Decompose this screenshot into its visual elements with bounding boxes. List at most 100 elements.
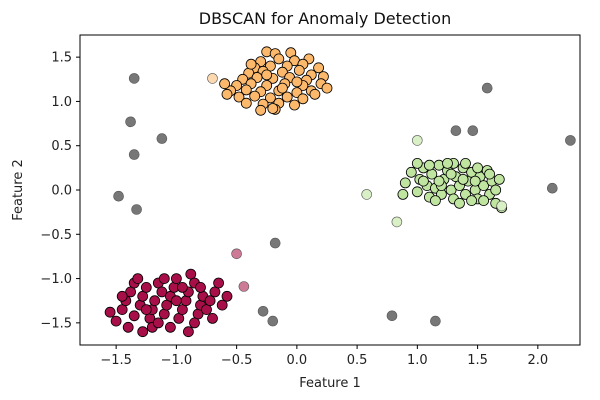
scatter-point-6-12 [467, 125, 479, 136]
scatter-point-0-52 [219, 78, 231, 90]
x-tick-label-4: 0.5 [347, 353, 368, 368]
data-points [104, 46, 576, 338]
x-axis-ticks: −1.5 −1.0 −0.5 0.0 0.5 1.0 1.5 2.0 [100, 345, 548, 368]
scatter-point-2-37 [182, 326, 194, 338]
scatter-point-2-39 [122, 321, 134, 333]
scatter-point-2-47 [195, 281, 206, 293]
scatter-point-2-34 [221, 290, 233, 302]
scatter-point-6-10 [430, 315, 441, 327]
scatter-point-2-41 [176, 281, 188, 293]
scatter-point-0-54 [267, 103, 279, 114]
y-axis-label: Feature 2 [11, 159, 26, 221]
scatter-point-1-45 [397, 188, 409, 200]
scatter-point-4-1 [361, 189, 373, 200]
scatter-point-1-24 [478, 180, 490, 192]
x-tick-label-1: −1.0 [161, 353, 193, 368]
scatter-point-5-0 [231, 248, 242, 260]
scatter-point-2-8 [137, 290, 149, 302]
scatter-point-0-44 [255, 104, 267, 116]
scatter-point-2-36 [164, 321, 176, 333]
scatter-point-2-49 [116, 290, 128, 302]
scatter-point-1-43 [457, 173, 469, 185]
scatter-point-1-39 [417, 175, 429, 187]
y-tick-label-4: 0.5 [51, 139, 72, 154]
scatter-point-6-0 [128, 73, 140, 84]
scatter-point-1-29 [493, 173, 505, 185]
scatter-point-2-6 [128, 310, 140, 322]
scatter-point-1-42 [445, 168, 457, 180]
scatter-point-0-47 [261, 69, 273, 81]
scatter-point-0-14 [276, 66, 288, 78]
scatter-point-0-40 [240, 97, 252, 109]
scatter-point-0-38 [281, 91, 293, 103]
scatter-point-1-37 [460, 157, 471, 169]
scatter-point-1-2 [411, 186, 423, 198]
scatter-point-2-15 [158, 308, 170, 320]
x-tick-label-7: 2.0 [527, 353, 548, 368]
scatter-point-2-38 [137, 326, 149, 338]
scatter-point-1-41 [472, 162, 484, 174]
scatter-point-2-31 [207, 312, 218, 324]
scatter-point-2-21 [176, 304, 188, 316]
scatter-point-0-43 [289, 99, 300, 111]
y-tick-label-5: 1.0 [51, 95, 72, 110]
scatter-point-0-11 [313, 62, 325, 74]
scatter-point-4-3 [496, 200, 508, 212]
scatter-point-6-6 [269, 237, 281, 249]
y-tick-label-3: 0.0 [51, 184, 72, 199]
x-axis-label: Feature 1 [299, 376, 361, 391]
scatter-point-2-22 [180, 295, 192, 307]
y-axis-ticks: −1.5 −1.0 −0.5 0.0 0.5 1.0 1.5 [40, 51, 80, 331]
scatter-point-1-0 [399, 177, 411, 189]
scatter-point-0-48 [276, 82, 288, 94]
scatter-point-6-11 [450, 125, 462, 136]
scatter-point-0-50 [245, 58, 257, 70]
scatter-point-1-38 [478, 195, 490, 207]
scatter-point-0-37 [264, 92, 276, 104]
scatter-point-0-15 [293, 65, 305, 76]
chart-title: DBSCAN for Anomaly Detection [199, 9, 451, 28]
scatter-point-4-0 [411, 135, 423, 146]
scatter-point-2-24 [185, 268, 197, 280]
scatter-point-2-2 [116, 304, 128, 316]
scatter-point-6-15 [565, 135, 576, 146]
scatter-point-1-33 [466, 195, 478, 207]
scatter-point-6-13 [481, 82, 493, 94]
scatter-point-1-49 [469, 175, 481, 187]
scatter-point-6-2 [128, 149, 140, 160]
scatter-point-1-1 [405, 166, 417, 178]
scatter-point-6-5 [131, 204, 142, 215]
scatter-point-2-43 [189, 317, 200, 329]
scatter-point-4-2 [391, 216, 403, 228]
scatter-point-2-12 [149, 295, 161, 307]
scatter-point-1-48 [411, 157, 423, 169]
scatter-point-2-9 [140, 281, 152, 293]
scatter-point-2-46 [140, 304, 152, 316]
x-tick-label-5: 1.0 [407, 353, 428, 368]
scatter-point-2-30 [204, 295, 216, 307]
scatter-point-1-32 [429, 195, 441, 207]
y-tick-label-1: −1.0 [40, 272, 72, 287]
scatter-point-0-4 [273, 53, 285, 65]
scatter-point-2-45 [158, 273, 170, 285]
scatter-point-0-51 [291, 76, 303, 88]
y-tick-label-0: −1.5 [40, 316, 72, 331]
scatter-point-0-35 [233, 91, 245, 103]
scatter-point-1-34 [454, 197, 465, 209]
x-tick-label-3: 0.0 [287, 353, 308, 368]
y-tick-label-2: −0.5 [40, 228, 72, 243]
scatter-point-1-36 [442, 157, 453, 169]
y-tick-label-6: 1.5 [51, 51, 72, 66]
scatter-point-6-4 [113, 190, 124, 202]
scatter-point-2-1 [110, 315, 122, 327]
x-tick-label-0: −1.5 [100, 353, 132, 368]
x-tick-label-2: −0.5 [221, 353, 253, 368]
scatter-point-1-40 [484, 168, 496, 180]
scatter-point-6-1 [125, 116, 136, 128]
scatter-point-0-53 [321, 82, 333, 94]
scatter-point-2-32 [209, 286, 221, 298]
scatter-point-2-29 [201, 304, 212, 316]
scatter-point-6-8 [267, 315, 279, 327]
scatter-point-2-33 [216, 299, 228, 311]
